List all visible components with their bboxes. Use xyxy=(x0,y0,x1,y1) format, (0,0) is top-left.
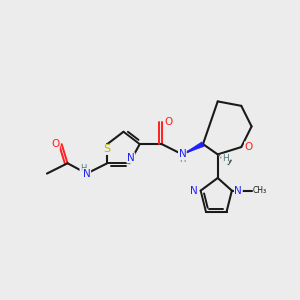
Text: O: O xyxy=(244,142,253,152)
Text: S: S xyxy=(104,144,111,154)
Text: N: N xyxy=(235,186,242,196)
Polygon shape xyxy=(182,142,204,154)
Text: H: H xyxy=(179,155,186,164)
Text: N: N xyxy=(127,153,135,163)
Text: H: H xyxy=(222,154,229,163)
Text: O: O xyxy=(164,117,172,127)
Text: H: H xyxy=(80,164,86,173)
Text: O: O xyxy=(51,139,59,149)
Text: N: N xyxy=(190,186,198,196)
Text: CH₃: CH₃ xyxy=(253,186,267,195)
Text: N: N xyxy=(178,149,186,159)
Text: N: N xyxy=(83,169,91,178)
